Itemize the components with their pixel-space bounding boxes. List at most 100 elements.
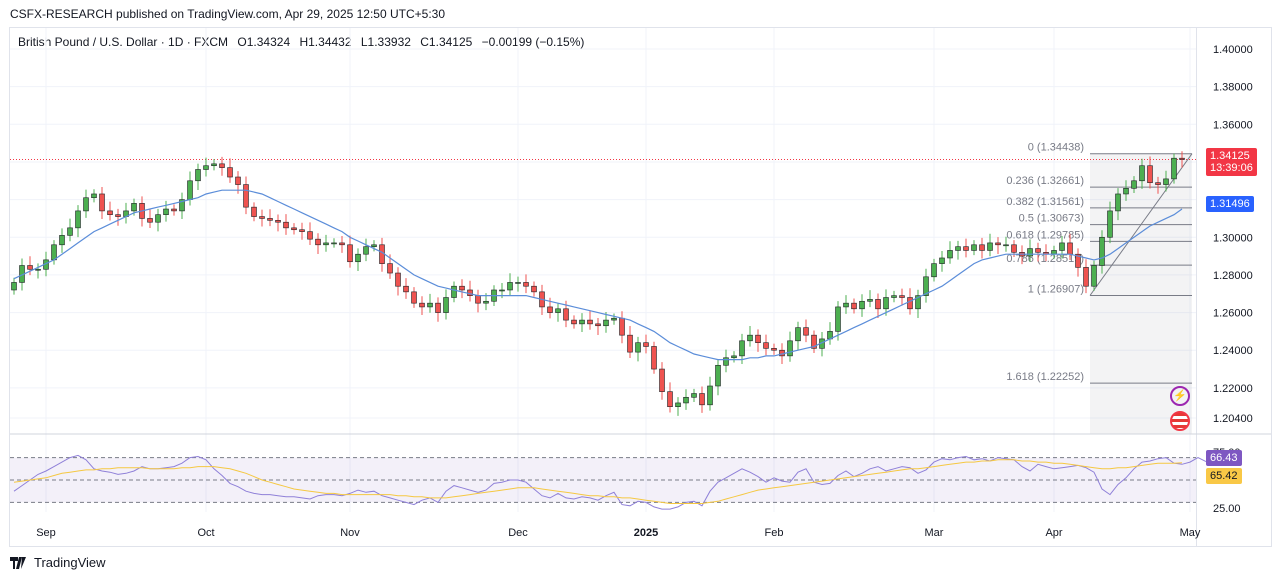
x-tick-label: Sep <box>36 527 56 539</box>
candle-body <box>675 402 681 408</box>
price-axis-border <box>1196 27 1197 547</box>
candle-body <box>443 297 449 313</box>
candle-body <box>59 235 65 246</box>
x-tick-label: Mar <box>925 527 944 539</box>
candle-body <box>427 302 433 308</box>
candle-body <box>955 246 961 251</box>
candle-body <box>987 242 993 251</box>
candle-body <box>475 295 481 304</box>
candle-body <box>99 193 105 212</box>
candle-body <box>1131 180 1137 189</box>
candle-body <box>563 308 569 321</box>
lightning-icon[interactable]: ⚡ <box>1170 386 1190 406</box>
candle-body <box>75 210 81 229</box>
candle-body <box>243 184 249 208</box>
candle-body <box>875 299 881 310</box>
candle-body <box>835 306 841 332</box>
chart-frame <box>9 27 1272 547</box>
candle-body <box>363 246 369 255</box>
candle-body <box>187 180 193 200</box>
candle-body <box>275 220 281 223</box>
candle-body <box>67 227 73 236</box>
candle-body <box>963 246 969 251</box>
candle-body <box>411 291 417 304</box>
candle-body <box>899 295 905 298</box>
candle-body <box>555 308 561 313</box>
fib-level-label: 0.236 (1.32661) <box>1006 175 1084 187</box>
candle-body <box>939 257 945 264</box>
candle-body <box>299 229 305 232</box>
candle-body <box>1059 242 1065 251</box>
candle-body <box>1035 248 1041 253</box>
candle-body <box>731 355 737 359</box>
candle-body <box>907 297 913 310</box>
candle-body <box>995 242 1001 246</box>
y-tick-label: 1.36000 <box>1213 119 1253 131</box>
candle-body <box>419 302 425 308</box>
rsi-ma-badge: 65.42 <box>1206 468 1242 484</box>
legend-close: C1.34125 <box>420 35 473 49</box>
candle-body <box>867 299 873 302</box>
candle-body <box>395 272 401 287</box>
candle-body <box>651 346 657 370</box>
candle-body <box>683 396 689 404</box>
candle-body <box>883 297 889 310</box>
candle-body <box>171 208 177 212</box>
candle-body <box>1027 248 1033 257</box>
candle-body <box>195 169 201 182</box>
candle-body <box>315 238 321 246</box>
candle-body <box>851 302 857 310</box>
candle-body <box>507 282 513 291</box>
candle-body <box>787 340 793 357</box>
candle-body <box>771 348 777 351</box>
candle-body <box>251 206 257 217</box>
candle-body <box>131 203 137 212</box>
y-tick-label: 1.38000 <box>1213 82 1253 94</box>
x-tick-label: Nov <box>340 527 360 539</box>
candle-body <box>323 242 329 246</box>
fib-level-label: 1.618 (1.22252) <box>1006 371 1084 383</box>
x-tick-label: Dec <box>508 527 528 539</box>
candle-body <box>1171 157 1177 180</box>
candle-body <box>331 242 337 245</box>
candle-body <box>1139 165 1145 182</box>
candle-body <box>235 176 241 185</box>
candle-body <box>203 165 209 170</box>
candle-body <box>523 282 529 287</box>
candle-body <box>795 327 801 342</box>
candle-body <box>35 268 41 271</box>
candle-body <box>739 340 745 357</box>
footer-brand[interactable]: TradingView <box>10 555 106 570</box>
candle-body <box>435 302 441 313</box>
candle-body <box>595 323 601 327</box>
candle-body <box>267 218 273 221</box>
candle-body <box>499 289 505 292</box>
candle-body <box>715 364 721 387</box>
rsi-tick-label: 25.00 <box>1213 503 1241 515</box>
tradingview-logo-icon <box>10 556 26 569</box>
candle-body <box>107 210 113 215</box>
candle-body <box>403 285 409 293</box>
x-tick-label: May <box>1180 527 1201 539</box>
x-tick-label: Feb <box>765 527 784 539</box>
legend-change: −0.00199 (−0.15%) <box>481 35 585 49</box>
legend-high: H1.34432 <box>299 35 352 49</box>
candle-body <box>635 342 641 353</box>
candle-body <box>483 300 489 304</box>
last-price-badge: 1.34125 13:39:06 <box>1206 148 1257 176</box>
candle-body <box>859 300 865 310</box>
candle-body <box>451 285 457 298</box>
candle-body <box>1067 242 1073 255</box>
candle-body <box>811 334 817 349</box>
candle-body <box>699 393 705 406</box>
candle-body <box>923 276 929 296</box>
symbol-legend[interactable]: British Pound / U.S. Dollar · 1D · FXCM … <box>18 35 590 49</box>
candle-body <box>603 319 609 327</box>
candle-body <box>291 227 297 231</box>
candle-body <box>931 263 937 278</box>
us-flag-icon[interactable] <box>1170 411 1190 431</box>
y-tick-label: 1.22000 <box>1213 383 1253 395</box>
candle-body <box>347 244 353 263</box>
candle-body <box>747 334 753 342</box>
